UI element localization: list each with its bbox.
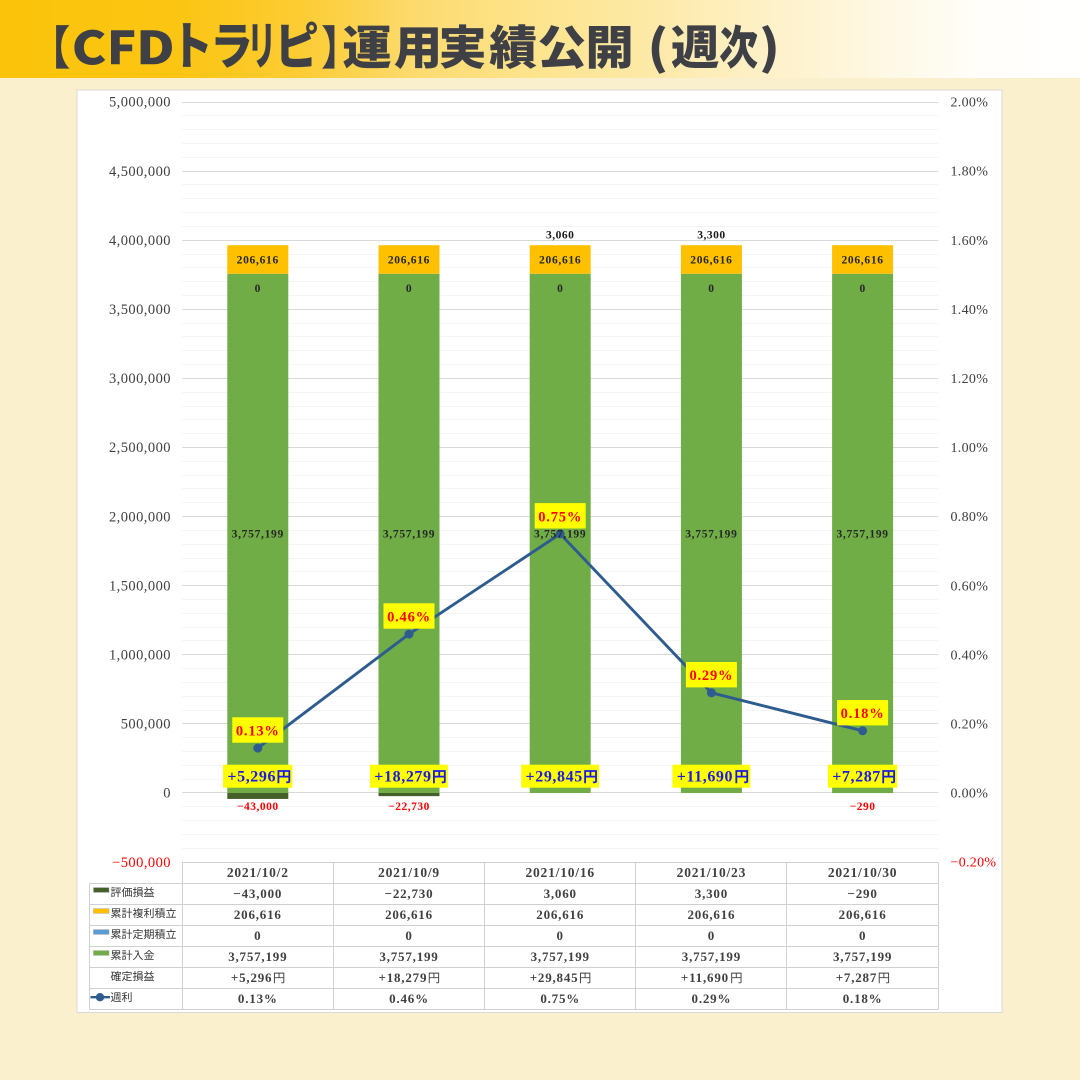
svg-text:0.80%: 0.80% <box>951 510 989 525</box>
svg-text:0: 0 <box>708 283 714 295</box>
svg-text:2021/10/16: 2021/10/16 <box>525 865 595 880</box>
svg-text:3,000,000: 3,000,000 <box>109 371 171 387</box>
svg-text:0: 0 <box>406 283 412 295</box>
svg-text:−500,000: −500,000 <box>112 855 171 871</box>
svg-text:3,757,199: 3,757,199 <box>534 529 586 541</box>
svg-text:4,000,000: 4,000,000 <box>109 233 171 249</box>
svg-text:+18,279: +18,279 <box>374 769 431 786</box>
svg-text:−0.20%: −0.20% <box>951 856 997 871</box>
svg-text:3,757,199: 3,757,199 <box>682 949 741 964</box>
svg-text:206,616: 206,616 <box>539 255 581 267</box>
svg-text:0.18%: 0.18% <box>841 706 885 722</box>
svg-text:0.20%: 0.20% <box>951 718 989 733</box>
svg-text:0.46%: 0.46% <box>389 991 429 1006</box>
svg-text:0: 0 <box>405 928 412 943</box>
svg-text:−290: −290 <box>848 886 878 901</box>
svg-text:1.80%: 1.80% <box>951 165 989 180</box>
svg-text:0: 0 <box>163 786 171 802</box>
svg-text:0.18%: 0.18% <box>843 991 883 1006</box>
svg-text:−43,000: −43,000 <box>233 886 282 901</box>
svg-text:206,616: 206,616 <box>839 907 887 922</box>
svg-text:2021/10/9: 2021/10/9 <box>378 865 440 880</box>
svg-text:0.46%: 0.46% <box>387 610 431 626</box>
svg-text:+11,690: +11,690 <box>677 769 733 786</box>
svg-text:3,757,199: 3,757,199 <box>232 529 284 541</box>
svg-text:1.40%: 1.40% <box>951 303 989 318</box>
svg-text:3,060: 3,060 <box>544 886 577 901</box>
svg-text:3,757,199: 3,757,199 <box>531 949 590 964</box>
svg-text:0: 0 <box>255 283 261 295</box>
svg-text:3,300: 3,300 <box>695 886 728 901</box>
svg-text:1.00%: 1.00% <box>951 441 989 456</box>
svg-text:1,000,000: 1,000,000 <box>109 648 171 664</box>
svg-text:0.75%: 0.75% <box>538 509 582 525</box>
svg-text:3,500,000: 3,500,000 <box>109 302 171 318</box>
svg-text:206,616: 206,616 <box>841 255 883 267</box>
svg-text:2021/10/23: 2021/10/23 <box>677 865 747 880</box>
svg-text:−290: −290 <box>850 801 876 813</box>
svg-text:1,500,000: 1,500,000 <box>109 578 171 594</box>
svg-text:+5,296: +5,296 <box>231 970 272 985</box>
svg-text:3,300: 3,300 <box>697 230 725 242</box>
svg-text:2021/10/30: 2021/10/30 <box>828 865 898 880</box>
svg-text:500,000: 500,000 <box>121 717 171 733</box>
svg-text:0.13%: 0.13% <box>236 724 280 740</box>
svg-text:+18,279: +18,279 <box>379 970 428 985</box>
svg-text:0: 0 <box>708 928 715 943</box>
svg-text:206,616: 206,616 <box>385 907 433 922</box>
svg-text:2.00%: 2.00% <box>951 96 989 111</box>
svg-text:0: 0 <box>557 283 563 295</box>
svg-text:3,757,199: 3,757,199 <box>228 949 287 964</box>
svg-text:3,757,199: 3,757,199 <box>833 949 892 964</box>
svg-text:+7,287: +7,287 <box>836 970 877 985</box>
svg-text:206,616: 206,616 <box>690 255 732 267</box>
svg-text:3,757,199: 3,757,199 <box>685 529 737 541</box>
svg-text:3,757,199: 3,757,199 <box>379 949 438 964</box>
svg-text:−22,730: −22,730 <box>385 886 434 901</box>
svg-text:206,616: 206,616 <box>388 255 430 267</box>
svg-text:4,500,000: 4,500,000 <box>109 164 171 180</box>
svg-text:0.29%: 0.29% <box>692 991 732 1006</box>
svg-text:+11,690: +11,690 <box>681 970 729 985</box>
svg-text:1.60%: 1.60% <box>951 234 989 249</box>
svg-text:0: 0 <box>254 928 261 943</box>
svg-text:+5,296: +5,296 <box>227 769 276 786</box>
svg-text:+7,287: +7,287 <box>832 769 881 786</box>
svg-text:206,616: 206,616 <box>687 907 735 922</box>
svg-text:0: 0 <box>859 928 866 943</box>
svg-text:2,000,000: 2,000,000 <box>109 509 171 525</box>
svg-text:2021/10/2: 2021/10/2 <box>227 865 289 880</box>
svg-text:0.40%: 0.40% <box>951 648 989 663</box>
svg-text:3,060: 3,060 <box>546 230 574 242</box>
svg-text:−43,000: −43,000 <box>237 801 279 813</box>
svg-text:5,000,000: 5,000,000 <box>109 95 171 111</box>
svg-text:206,616: 206,616 <box>237 255 279 267</box>
svg-text:0.29%: 0.29% <box>689 668 733 684</box>
svg-text:0.60%: 0.60% <box>951 579 989 594</box>
svg-text:0.75%: 0.75% <box>540 991 580 1006</box>
svg-text:206,616: 206,616 <box>234 907 282 922</box>
svg-text:0: 0 <box>557 928 564 943</box>
svg-text:0.13%: 0.13% <box>238 991 278 1006</box>
svg-text:−22,730: −22,730 <box>388 801 430 813</box>
svg-text:2,500,000: 2,500,000 <box>109 440 171 456</box>
svg-text:3,757,199: 3,757,199 <box>383 529 435 541</box>
svg-text:206,616: 206,616 <box>536 907 584 922</box>
svg-text:3,757,199: 3,757,199 <box>836 529 888 541</box>
svg-text:0: 0 <box>859 283 865 295</box>
svg-text:+29,845: +29,845 <box>530 970 579 985</box>
svg-text:0.00%: 0.00% <box>951 787 989 802</box>
svg-text:+29,845: +29,845 <box>526 769 583 786</box>
svg-text:1.20%: 1.20% <box>951 372 989 387</box>
